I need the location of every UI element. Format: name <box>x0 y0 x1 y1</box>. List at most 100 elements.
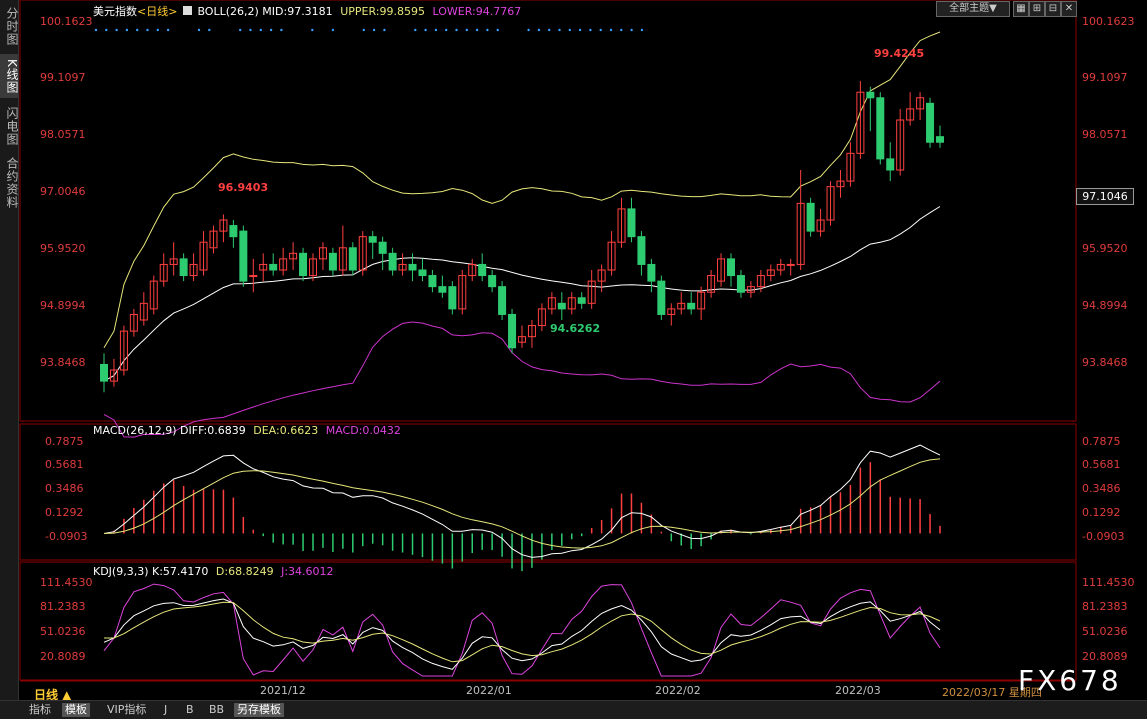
candle-body <box>149 280 158 310</box>
candle <box>926 97 935 148</box>
boll-upper: UPPER:99.8595 <box>340 5 425 18</box>
candle <box>866 86 875 132</box>
tab-flash-chart[interactable]: 闪电图 <box>5 106 19 146</box>
candle <box>727 253 735 287</box>
candle-body <box>328 252 337 271</box>
candle-body <box>159 263 168 282</box>
tab-save-template[interactable]: 另存模板 <box>234 703 284 717</box>
kdj-j-line <box>103 583 941 677</box>
candle <box>209 225 218 254</box>
zoom-in-icon[interactable]: ⊞ <box>1029 1 1045 17</box>
kdj-axis-left: 81.2383 <box>40 600 86 613</box>
macd-dea-line <box>103 458 941 549</box>
chart-canvas[interactable] <box>0 0 1147 700</box>
tab-time-chart[interactable]: 分时图 <box>5 6 19 46</box>
indicator-icon[interactable] <box>182 6 192 15</box>
candle <box>398 253 407 276</box>
candle <box>846 142 855 187</box>
signal-dot <box>455 28 458 32</box>
candle-body <box>607 241 616 271</box>
signal-dot <box>424 28 427 32</box>
candle-body <box>318 247 327 260</box>
candle-body <box>309 258 317 277</box>
candle-body <box>627 208 636 238</box>
price-axis-left: 95.9520 <box>40 242 86 255</box>
macd-value: MACD:0.0432 <box>325 424 401 437</box>
candle-body <box>408 263 417 271</box>
candle-body <box>836 180 845 188</box>
candle <box>717 253 726 287</box>
candle-body <box>886 158 895 171</box>
signal-dots <box>94 28 644 32</box>
zoom-out-icon[interactable]: ⊟ <box>1045 1 1061 17</box>
kdj-layer <box>103 583 941 677</box>
signal-dot <box>496 28 499 32</box>
signal-dot <box>311 28 314 32</box>
candle <box>259 253 268 282</box>
theme-select[interactable]: 全部主题▼ <box>936 1 1010 17</box>
tab-j[interactable]: J <box>164 703 168 716</box>
boll-lower-line <box>103 321 941 438</box>
candle <box>627 197 636 243</box>
boll-mid: MID:97.3181 <box>262 5 333 18</box>
tab-vip-indicators[interactable]: VIP指标 <box>107 703 147 716</box>
tab-k-line[interactable]: K线图 <box>0 54 19 98</box>
candle <box>199 231 208 276</box>
candle <box>796 170 805 270</box>
macd-dea: DEA:0.6623 <box>253 424 319 437</box>
price-axis-right: 99.1097 <box>1082 71 1128 84</box>
candle <box>309 253 317 282</box>
signal-dot <box>434 28 438 32</box>
tab-contract-info[interactable]: 合约资料 <box>5 157 19 209</box>
tab-b[interactable]: B <box>186 703 194 716</box>
macd-diff: DIFF:0.6839 <box>180 424 246 437</box>
candle-body <box>617 208 626 243</box>
candle <box>518 325 526 348</box>
candle-body <box>567 297 576 310</box>
signal-dot <box>280 28 283 32</box>
candle <box>906 92 915 126</box>
candle-body <box>179 258 188 277</box>
candle <box>617 197 626 248</box>
kdj-k: K:57.4170 <box>152 565 209 578</box>
period-selector[interactable]: 日线 ▲ <box>34 688 72 702</box>
candle-body <box>527 325 536 338</box>
kdj-axis-left: 20.8089 <box>40 650 86 663</box>
candle-body <box>667 308 676 315</box>
price-layer <box>100 31 944 438</box>
candle <box>239 225 248 287</box>
kdj-axis-right: 111.4530 <box>1082 576 1135 589</box>
candle <box>318 242 327 270</box>
candle-body <box>736 275 745 293</box>
candle <box>348 242 357 276</box>
macd-axis-right: -0.0903 <box>1082 530 1125 543</box>
high-annotation-2: 99.4245 <box>874 47 925 60</box>
left-sidebar: 分时图 K线图 闪电图 合约资料 <box>0 0 19 700</box>
candle-body <box>109 369 118 382</box>
signal-dot <box>527 28 530 32</box>
close-icon[interactable]: ✕ <box>1061 1 1077 17</box>
boll-header: 美元指数<日线> BOLL(26,2) MID:97.3181 UPPER:99… <box>93 3 521 19</box>
signal-dot <box>568 28 571 32</box>
candle-body <box>936 136 944 143</box>
price-axis-right: 98.0571 <box>1082 128 1128 141</box>
signal-dot <box>537 28 541 32</box>
candle <box>896 108 905 176</box>
signal-dot <box>249 28 252 32</box>
candle <box>428 270 437 293</box>
kdj-d-line <box>104 601 941 663</box>
signal-dot <box>94 28 98 32</box>
candle-body <box>468 263 477 277</box>
candle-body <box>299 252 308 277</box>
candle-body <box>488 275 497 288</box>
macd-diff-line <box>103 444 941 558</box>
candle <box>826 181 835 226</box>
tab-templates[interactable]: 模板 <box>62 703 90 717</box>
tab-bb[interactable]: BB <box>209 703 225 716</box>
tab-indicators[interactable]: 指标 <box>29 703 51 716</box>
grid-icon[interactable]: ▦ <box>1013 1 1029 17</box>
signal-dot <box>445 28 448 32</box>
low-annotation: 94.6262 <box>550 322 601 335</box>
candle <box>936 125 944 148</box>
candle <box>448 281 457 315</box>
